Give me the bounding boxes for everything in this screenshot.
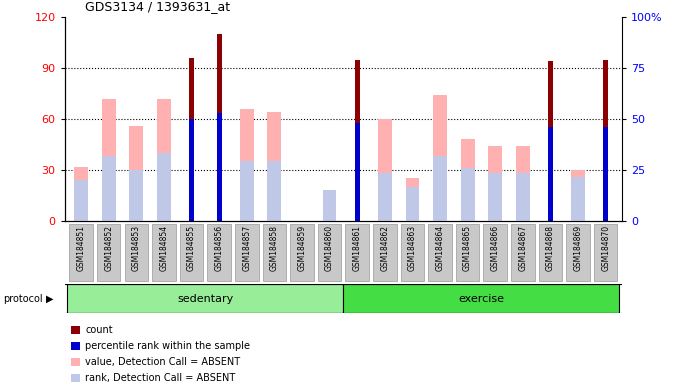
Text: GDS3134 / 1393631_at: GDS3134 / 1393631_at [85, 0, 230, 13]
Bar [516, 173, 530, 221]
Bar [267, 161, 282, 221]
FancyBboxPatch shape [456, 224, 479, 281]
Bar [323, 190, 337, 221]
Bar [129, 170, 143, 221]
Bar [355, 60, 360, 221]
FancyBboxPatch shape [428, 224, 452, 281]
Text: GSM184868: GSM184868 [546, 225, 555, 271]
Text: GSM184857: GSM184857 [242, 225, 252, 271]
Text: protocol: protocol [3, 293, 43, 304]
Bar [102, 156, 116, 221]
Bar [488, 146, 502, 221]
Bar [267, 112, 282, 221]
Bar [74, 167, 88, 221]
Bar [343, 284, 619, 313]
FancyBboxPatch shape [235, 224, 258, 281]
Text: rank, Detection Call = ABSENT: rank, Detection Call = ABSENT [85, 373, 235, 383]
Bar [240, 161, 254, 221]
FancyBboxPatch shape [180, 224, 203, 281]
FancyBboxPatch shape [318, 224, 341, 281]
Bar [67, 284, 343, 313]
Bar [129, 126, 143, 221]
Bar [189, 58, 194, 221]
FancyBboxPatch shape [97, 224, 120, 281]
Text: percentile rank within the sample: percentile rank within the sample [85, 341, 250, 351]
Bar [217, 113, 222, 221]
FancyBboxPatch shape [539, 224, 562, 281]
Text: ▶: ▶ [46, 293, 54, 304]
FancyBboxPatch shape [124, 224, 148, 281]
FancyBboxPatch shape [373, 224, 396, 281]
Bar [240, 109, 254, 221]
Bar [603, 60, 608, 221]
Bar [405, 179, 420, 221]
Text: GSM184852: GSM184852 [104, 225, 114, 271]
Text: count: count [85, 325, 113, 335]
Bar [461, 139, 475, 221]
Text: GSM184870: GSM184870 [601, 225, 610, 271]
Bar [461, 168, 475, 221]
Bar [433, 95, 447, 221]
Bar [488, 173, 502, 221]
Bar [323, 190, 337, 221]
Bar [378, 173, 392, 221]
Bar [571, 177, 585, 221]
FancyBboxPatch shape [207, 224, 231, 281]
Text: GSM184863: GSM184863 [408, 225, 417, 271]
Text: GSM184862: GSM184862 [380, 225, 390, 271]
Bar [157, 99, 171, 221]
Bar [548, 61, 553, 221]
Text: GSM184860: GSM184860 [325, 225, 334, 271]
Bar [548, 127, 553, 221]
Text: GSM184856: GSM184856 [215, 225, 224, 271]
Text: GSM184869: GSM184869 [573, 225, 583, 271]
Text: value, Detection Call = ABSENT: value, Detection Call = ABSENT [85, 357, 240, 367]
Bar [378, 119, 392, 221]
Bar [217, 34, 222, 221]
Bar [157, 153, 171, 221]
Text: GSM184855: GSM184855 [187, 225, 196, 271]
Text: GSM184853: GSM184853 [132, 225, 141, 271]
Bar [74, 180, 88, 221]
FancyBboxPatch shape [401, 224, 424, 281]
Text: GSM184861: GSM184861 [353, 225, 362, 271]
Text: GSM184858: GSM184858 [270, 225, 279, 271]
FancyBboxPatch shape [511, 224, 534, 281]
FancyBboxPatch shape [69, 224, 93, 281]
Text: GSM184866: GSM184866 [491, 225, 500, 271]
Bar [189, 119, 194, 221]
Bar [433, 156, 447, 221]
FancyBboxPatch shape [290, 224, 313, 281]
Bar [516, 146, 530, 221]
Bar [571, 170, 585, 221]
Text: GSM184867: GSM184867 [518, 225, 527, 271]
Text: GSM184864: GSM184864 [435, 225, 445, 271]
Text: GSM184854: GSM184854 [160, 225, 169, 271]
Bar [355, 123, 360, 221]
FancyBboxPatch shape [566, 224, 590, 281]
Bar [405, 187, 420, 221]
Text: GSM184859: GSM184859 [297, 225, 307, 271]
Text: exercise: exercise [458, 293, 505, 304]
Text: GSM184851: GSM184851 [77, 225, 86, 271]
FancyBboxPatch shape [594, 224, 617, 281]
FancyBboxPatch shape [345, 224, 369, 281]
Bar [603, 127, 608, 221]
FancyBboxPatch shape [262, 224, 286, 281]
FancyBboxPatch shape [483, 224, 507, 281]
Bar [102, 99, 116, 221]
Text: sedentary: sedentary [177, 293, 233, 304]
Text: GSM184865: GSM184865 [463, 225, 472, 271]
FancyBboxPatch shape [152, 224, 175, 281]
